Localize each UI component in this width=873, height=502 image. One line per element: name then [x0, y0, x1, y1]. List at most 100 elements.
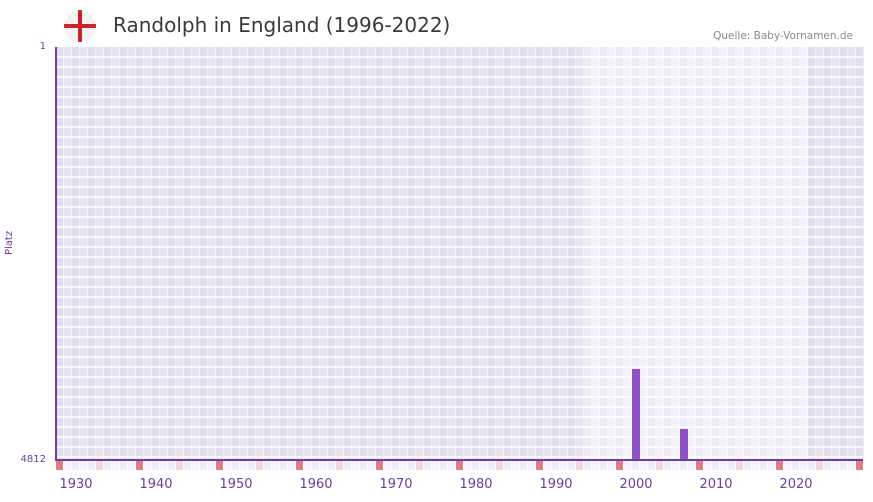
grid-line-horizontal	[56, 226, 863, 228]
grid-line-horizontal	[56, 266, 863, 268]
grid-line-vertical	[143, 47, 144, 460]
grid-column	[440, 47, 448, 460]
half-decade-marker	[576, 461, 583, 470]
grid-column	[208, 47, 216, 460]
grid-line-horizontal	[56, 296, 863, 298]
grid-line-vertical	[631, 47, 632, 460]
y-tick-top: 1	[39, 41, 46, 52]
grid-line-vertical	[727, 47, 728, 460]
grid-line-vertical	[695, 47, 696, 460]
grid-line-vertical	[231, 47, 232, 460]
grid-line-horizontal	[56, 366, 863, 368]
grid-column	[128, 47, 136, 460]
grid-line-vertical	[271, 47, 272, 460]
grid-column	[160, 47, 168, 460]
grid-line-vertical	[703, 47, 704, 460]
grid-column	[232, 47, 240, 460]
year-cell	[568, 461, 575, 470]
grid-line-vertical	[215, 47, 216, 460]
year-cell	[640, 461, 647, 470]
grid-column	[120, 47, 128, 460]
grid-column	[392, 47, 400, 460]
grid-column	[216, 47, 224, 460]
year-cell	[648, 461, 655, 470]
year-cell	[232, 461, 239, 470]
grid-column	[640, 47, 648, 460]
grid-line-vertical	[783, 47, 784, 460]
grid-line-vertical	[439, 47, 440, 460]
grid-column	[472, 47, 480, 460]
grid-column	[312, 47, 320, 460]
grid-column	[664, 47, 672, 460]
grid-column	[800, 47, 808, 460]
grid-line-vertical	[751, 47, 752, 460]
grid-line-horizontal	[56, 436, 863, 438]
half-decade-marker	[416, 461, 423, 470]
year-cell	[88, 461, 95, 470]
grid-line-horizontal	[56, 196, 863, 198]
grid-column	[848, 47, 856, 460]
rank-bar-2000[interactable]	[632, 368, 640, 460]
grid-line-vertical	[759, 47, 760, 460]
grid-line-horizontal	[56, 126, 863, 128]
year-cell	[728, 461, 735, 470]
year-cell	[248, 461, 255, 470]
year-cell	[240, 461, 247, 470]
grid-column	[592, 47, 600, 460]
grid-line-vertical	[535, 47, 536, 460]
rank-bar-2006[interactable]	[680, 428, 688, 460]
grid-column	[552, 47, 560, 460]
grid-line-vertical	[135, 47, 136, 460]
grid-line-vertical	[319, 47, 320, 460]
grid-line-vertical	[807, 47, 808, 460]
grid-line-vertical	[567, 47, 568, 460]
year-cell	[344, 461, 351, 470]
grid-line-horizontal	[56, 66, 863, 68]
grid-line-vertical	[287, 47, 288, 460]
grid-line-horizontal	[56, 246, 863, 248]
grid-column	[832, 47, 840, 460]
grid-line-vertical	[607, 47, 608, 460]
grid-line-vertical	[671, 47, 672, 460]
grid-column	[352, 47, 360, 460]
grid-column	[744, 47, 752, 460]
decade-marker	[216, 461, 223, 470]
grid-line-vertical	[303, 47, 304, 460]
grid-line-vertical	[343, 47, 344, 460]
grid-line-vertical	[623, 47, 624, 460]
grid-line-vertical	[487, 47, 488, 460]
grid-column	[816, 47, 824, 460]
grid-column	[456, 47, 464, 460]
grid-line-vertical	[615, 47, 616, 460]
x-tick-label: 1960	[299, 477, 333, 492]
grid-column	[384, 47, 392, 460]
grid-line-vertical	[823, 47, 824, 460]
grid-line-vertical	[687, 47, 688, 460]
grid-column	[264, 47, 272, 460]
grid-line-horizontal	[56, 326, 863, 328]
grid-column	[344, 47, 352, 460]
grid-column	[672, 47, 680, 460]
year-cell	[472, 461, 479, 470]
grid-column	[696, 47, 704, 460]
grid-column	[408, 47, 416, 460]
grid-line-horizontal	[56, 396, 863, 398]
england-flag-icon	[64, 10, 96, 42]
grid-line-vertical	[351, 47, 352, 460]
year-cell	[168, 461, 175, 470]
year-cell	[432, 461, 439, 470]
grid-column	[792, 47, 800, 460]
x-tick-label: 1940	[139, 477, 173, 492]
year-cell	[680, 461, 687, 470]
grid-column	[328, 47, 336, 460]
grid-column	[200, 47, 208, 460]
grid-line-vertical	[311, 47, 312, 460]
grid-column	[272, 47, 280, 460]
grid-column	[336, 47, 344, 460]
flag-cross-vertical	[78, 10, 82, 42]
decade-marker	[776, 461, 783, 470]
year-cell	[528, 461, 535, 470]
grid-column	[320, 47, 328, 460]
year-cell	[64, 461, 71, 470]
source-link[interactable]: Quelle: Baby-Vornamen.de	[713, 30, 853, 42]
